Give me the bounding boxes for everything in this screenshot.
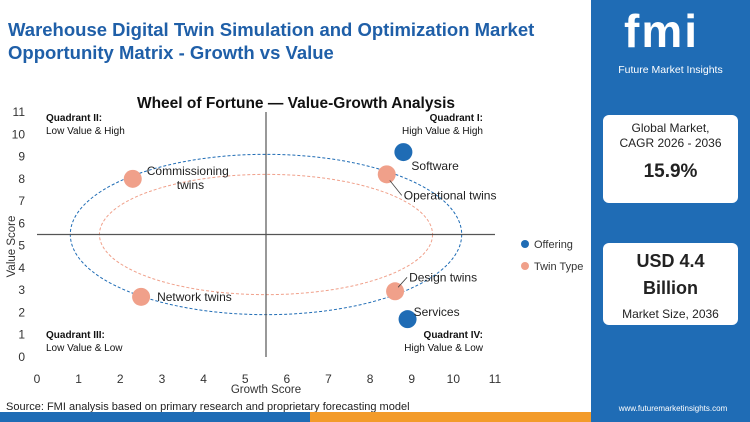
quadrant-description: Low Value & Low <box>46 343 123 354</box>
chart-title: Wheel of Fortune — Value-Growth Analysis <box>137 95 455 112</box>
data-point-commissioning-twins <box>123 169 142 188</box>
logo-subtitle: Future Market Insights <box>618 64 723 76</box>
quadrant-name: Quadrant IV: <box>424 330 483 341</box>
quadrant-description: Low Value & High <box>46 126 125 137</box>
y-tick-label: 5 <box>18 239 25 253</box>
x-tick-label: 9 <box>408 372 415 386</box>
x-tick-label: 1 <box>75 372 82 386</box>
x-tick-label: 2 <box>117 372 124 386</box>
x-tick-label: 4 <box>200 372 207 386</box>
label-leader-line <box>397 277 408 288</box>
x-tick-label: 11 <box>489 372 502 386</box>
data-point-design-twins <box>386 282 405 301</box>
quadrant-name: Quadrant III: <box>46 330 105 341</box>
market-size-card: USD 4.4 Billion Market Size, 2036 <box>603 243 738 325</box>
opportunity-matrix-chart: Wheel of Fortune — Value-Growth Analysis… <box>6 95 583 396</box>
website-link[interactable]: www.futuremarketinsights.com <box>618 404 728 413</box>
footer-bar-blue <box>0 412 310 422</box>
y-tick-label: 6 <box>18 216 25 230</box>
data-point-operational-twins <box>377 165 396 184</box>
label-leader-line <box>389 180 403 196</box>
y-tick-label: 10 <box>12 127 26 141</box>
legend-marker <box>521 262 529 270</box>
y-tick-label: 0 <box>18 350 25 364</box>
y-tick-label: 1 <box>18 328 25 342</box>
legend-marker <box>521 240 529 248</box>
x-tick-label: 6 <box>283 372 290 386</box>
y-tick-label: 7 <box>18 194 25 208</box>
data-point-label: Operational twins <box>404 188 497 202</box>
x-axis-label: Growth Score <box>231 384 301 396</box>
data-point-label: Design twins <box>409 270 477 284</box>
footer-bar-orange <box>310 412 591 422</box>
cagr-label-line2: CAGR 2026 - 2036 <box>619 136 722 150</box>
market-size-label: Market Size, 2036 <box>622 307 719 321</box>
quadrant-name: Quadrant I: <box>430 113 483 124</box>
y-axis-label: Value Score <box>6 216 18 278</box>
legend-label: Offering <box>534 239 573 251</box>
source-note: Source: FMI analysis based on primary re… <box>6 401 410 413</box>
x-tick-label: 8 <box>367 372 374 386</box>
quadrant-name: Quadrant II: <box>46 113 102 124</box>
quadrant-description: High Value & High <box>402 126 483 137</box>
x-tick-label: 10 <box>447 372 461 386</box>
page-title: Warehouse Digital Twin Simulation and Op… <box>8 19 535 63</box>
cagr-label-line1: Global Market, <box>631 121 710 135</box>
y-tick-label: 9 <box>18 150 25 164</box>
logo-text: fmi <box>624 5 699 57</box>
brand-sidebar: fmi Future Market Insights Global Market… <box>591 0 750 407</box>
cagr-value: 15.9% <box>643 161 698 182</box>
y-tick-label: 2 <box>18 305 25 319</box>
data-point-network-twins <box>132 287 151 306</box>
data-point-label: Commissioning twins <box>147 164 229 192</box>
y-tick-label: 3 <box>18 283 25 297</box>
x-tick-label: 7 <box>325 372 332 386</box>
legend-label: Twin Type <box>534 261 583 273</box>
data-point-label: Services <box>414 305 460 319</box>
footer-bar-right <box>591 407 750 422</box>
x-tick-label: 5 <box>242 372 249 386</box>
data-point-label: Software <box>411 159 459 173</box>
market-size-value-line1: USD 4.4 <box>636 251 705 271</box>
fmi-logo: fmi Future Market Insights <box>591 0 750 85</box>
cagr-card: Global Market, CAGR 2026 - 2036 15.9% <box>603 115 738 203</box>
data-point-software <box>394 143 413 162</box>
y-tick-label: 4 <box>18 261 25 275</box>
x-tick-label: 0 <box>34 372 41 386</box>
y-tick-label: 8 <box>18 172 25 186</box>
x-tick-label: 3 <box>159 372 166 386</box>
quadrant-description: High Value & Low <box>404 343 484 354</box>
market-size-value-line2: Billion <box>643 278 698 298</box>
data-point-label: Network twins <box>157 290 232 304</box>
y-tick-label: 11 <box>13 105 26 119</box>
data-point-services <box>398 310 417 329</box>
